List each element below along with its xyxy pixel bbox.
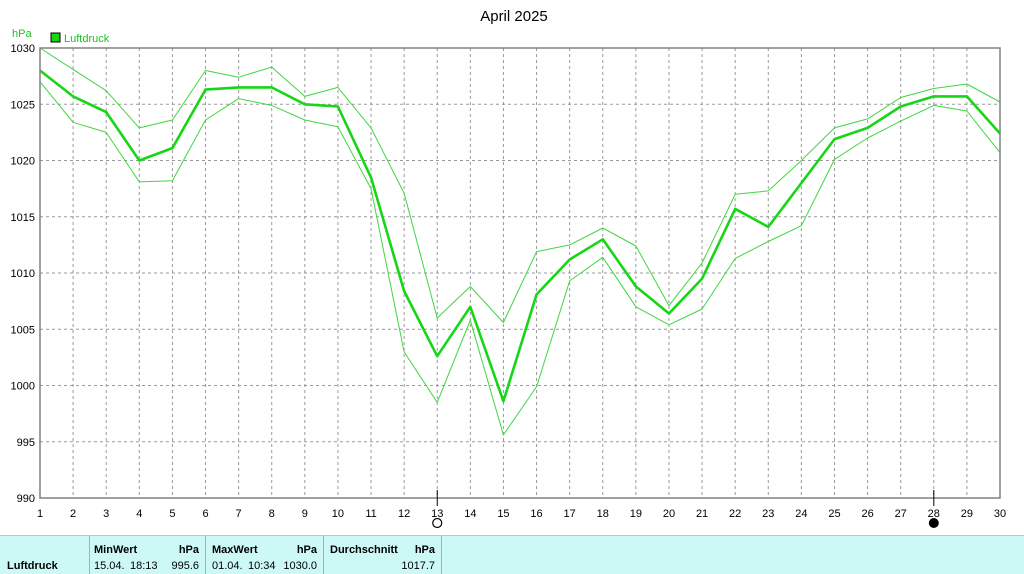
legend-swatch xyxy=(50,32,61,43)
avg-unit: hPa xyxy=(414,544,435,556)
min-label: MinWert xyxy=(94,544,138,556)
x-axis-ticks: 1 2 3 4 5 6 7 8 9 10 11 12 13 14 15 16 17 18 19 20 21 22 23 24 2… xyxy=(37,508,1006,520)
stats-row-label-cell: Luftdruck xyxy=(0,536,90,574)
x-tick-label: 3 xyxy=(103,508,109,520)
moon-markers xyxy=(432,490,939,529)
avg-label: Durchschnitt xyxy=(330,544,398,556)
series-lines xyxy=(39,47,1001,436)
max-unit: hPa xyxy=(296,544,317,556)
x-tick-label: 29 xyxy=(961,508,973,520)
min-date: 15.04. xyxy=(94,560,125,572)
x-tick-label: 27 xyxy=(895,508,907,520)
x-tick-label: 22 xyxy=(729,508,741,520)
x-tick-label: 4 xyxy=(136,508,142,520)
series-line-min xyxy=(39,81,1001,436)
plot-frame xyxy=(39,47,1001,499)
x-tick-label: 25 xyxy=(828,508,840,520)
y-tick-label: 1025 xyxy=(11,99,35,111)
stats-row-label: Luftdruck xyxy=(7,560,58,572)
grid xyxy=(40,48,1000,498)
y-tick-label: 1015 xyxy=(11,212,35,224)
min-time: 18:13 xyxy=(130,560,158,572)
series-line-mean xyxy=(39,69,1001,403)
x-tick-label: 16 xyxy=(530,508,542,520)
chart-title: April 2025 xyxy=(480,8,548,25)
max-time: 10:34 xyxy=(248,560,276,572)
y-tick-label: 1020 xyxy=(11,156,35,168)
max-value: 1030.0 xyxy=(283,560,317,572)
avg-value: 1017.7 xyxy=(401,560,435,572)
y-tick-label: 1030 xyxy=(11,43,35,55)
min-value: 995.6 xyxy=(171,560,199,572)
new-moon-icon xyxy=(928,518,939,528)
y-axis-unit: hPa xyxy=(12,28,32,40)
x-tick-label: 26 xyxy=(861,508,873,520)
y-tick-label: 990 xyxy=(17,493,35,505)
x-tick-label: 13 xyxy=(431,508,443,520)
x-tick-label: 6 xyxy=(202,508,208,520)
min-unit: hPa xyxy=(178,544,199,556)
pressure-chart: April 2025 hPa Luftdruck 990 995 1000 1005 1… xyxy=(11,8,1006,529)
x-tick-label: 18 xyxy=(597,508,609,520)
x-tick-label: 14 xyxy=(464,508,476,520)
x-tick-label: 17 xyxy=(564,508,576,520)
series-line-max xyxy=(39,47,1001,323)
stats-min-cell: MinWert hPa 15.04. 18:13 995.6 xyxy=(90,536,206,574)
stats-avg-cell: Durchschnitt hPa 1017.7 xyxy=(324,536,442,574)
x-tick-label: 10 xyxy=(332,508,344,520)
y-tick-label: 1010 xyxy=(11,268,35,280)
legend-label: Luftdruck xyxy=(64,33,110,45)
x-tick-label: 24 xyxy=(795,508,807,520)
x-tick-label: 20 xyxy=(663,508,675,520)
x-tick-label: 15 xyxy=(497,508,509,520)
x-tick-label: 21 xyxy=(696,508,708,520)
max-date: 01.04. xyxy=(212,560,243,572)
x-tick-label: 28 xyxy=(928,508,940,520)
x-tick-label: 19 xyxy=(630,508,642,520)
stats-max-cell: MaxWert hPa 01.04. 10:34 1030.0 xyxy=(206,536,324,574)
x-tick-label: 30 xyxy=(994,508,1006,520)
y-axis-ticks: 990 995 1000 1005 1010 1015 1020 1025 1030 xyxy=(11,43,35,505)
y-tick-label: 1005 xyxy=(11,324,35,336)
x-tick-label: 9 xyxy=(302,508,308,520)
max-label: MaxWert xyxy=(212,544,258,556)
x-tick-label: 2 xyxy=(70,508,76,520)
y-tick-label: 1000 xyxy=(11,381,35,393)
x-tick-label: 23 xyxy=(762,508,774,520)
x-tick-label: 12 xyxy=(398,508,410,520)
x-tick-label: 1 xyxy=(37,508,43,520)
full-moon-icon xyxy=(432,517,443,529)
x-tick-label: 8 xyxy=(269,508,275,520)
y-tick-label: 995 xyxy=(17,437,35,449)
statistics-bar: Luftdruck MinWert hPa 15.04. 18:13 995.6… xyxy=(0,535,1024,574)
x-tick-label: 11 xyxy=(365,508,376,520)
x-tick-label: 7 xyxy=(236,508,242,520)
x-tick-label: 5 xyxy=(169,508,175,520)
